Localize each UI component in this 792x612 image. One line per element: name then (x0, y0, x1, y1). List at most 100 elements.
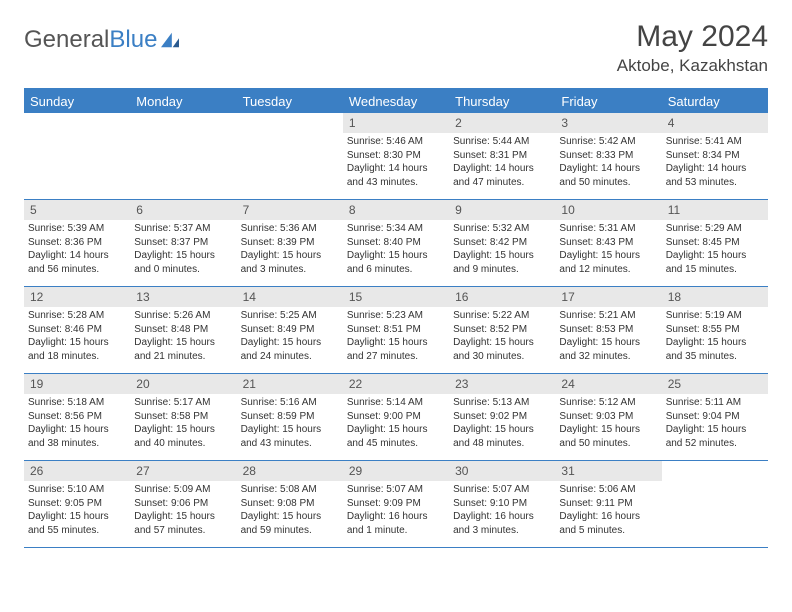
day-number: 1 (343, 113, 449, 133)
day-number: 4 (662, 113, 768, 133)
day-cell: 8Sunrise: 5:34 AMSunset: 8:40 PMDaylight… (343, 200, 449, 286)
sunset-text: Sunset: 8:33 PM (559, 149, 657, 163)
daylight-text: Daylight: 15 hours and 27 minutes. (347, 336, 445, 363)
daylight-text: Daylight: 15 hours and 52 minutes. (666, 423, 764, 450)
sunrise-text: Sunrise: 5:06 AM (559, 483, 657, 497)
daylight-text: Daylight: 15 hours and 0 minutes. (134, 249, 232, 276)
day-cell: 6Sunrise: 5:37 AMSunset: 8:37 PMDaylight… (130, 200, 236, 286)
day-body: Sunrise: 5:07 AMSunset: 9:10 PMDaylight:… (449, 483, 555, 541)
day-number: 26 (24, 461, 130, 481)
sunrise-text: Sunrise: 5:25 AM (241, 309, 339, 323)
day-cell: 10Sunrise: 5:31 AMSunset: 8:43 PMDayligh… (555, 200, 661, 286)
sunrise-text: Sunrise: 5:12 AM (559, 396, 657, 410)
day-cell: 13Sunrise: 5:26 AMSunset: 8:48 PMDayligh… (130, 287, 236, 373)
day-cell: 15Sunrise: 5:23 AMSunset: 8:51 PMDayligh… (343, 287, 449, 373)
sunrise-text: Sunrise: 5:21 AM (559, 309, 657, 323)
day-body: Sunrise: 5:42 AMSunset: 8:33 PMDaylight:… (555, 135, 661, 193)
sunrise-text: Sunrise: 5:23 AM (347, 309, 445, 323)
sunset-text: Sunset: 9:11 PM (559, 497, 657, 511)
day-number: 31 (555, 461, 661, 481)
weekday-header: Sunday (24, 90, 130, 113)
day-number: 23 (449, 374, 555, 394)
day-cell: 22Sunrise: 5:14 AMSunset: 9:00 PMDayligh… (343, 374, 449, 460)
daylight-text: Daylight: 15 hours and 48 minutes. (453, 423, 551, 450)
sunrise-text: Sunrise: 5:26 AM (134, 309, 232, 323)
sunset-text: Sunset: 8:31 PM (453, 149, 551, 163)
day-cell: 9Sunrise: 5:32 AMSunset: 8:42 PMDaylight… (449, 200, 555, 286)
sunrise-text: Sunrise: 5:07 AM (453, 483, 551, 497)
weekday-header: Saturday (662, 90, 768, 113)
day-number: 21 (237, 374, 343, 394)
daylight-text: Daylight: 15 hours and 57 minutes. (134, 510, 232, 537)
day-body: Sunrise: 5:44 AMSunset: 8:31 PMDaylight:… (449, 135, 555, 193)
sunset-text: Sunset: 8:42 PM (453, 236, 551, 250)
weekday-header: Monday (130, 90, 236, 113)
daylight-text: Daylight: 15 hours and 35 minutes. (666, 336, 764, 363)
weekday-row: SundayMondayTuesdayWednesdayThursdayFrid… (24, 90, 768, 113)
day-number: 25 (662, 374, 768, 394)
day-cell: 16Sunrise: 5:22 AMSunset: 8:52 PMDayligh… (449, 287, 555, 373)
sunrise-text: Sunrise: 5:34 AM (347, 222, 445, 236)
sunrise-text: Sunrise: 5:22 AM (453, 309, 551, 323)
daylight-text: Daylight: 14 hours and 53 minutes. (666, 162, 764, 189)
day-body: Sunrise: 5:29 AMSunset: 8:45 PMDaylight:… (662, 222, 768, 280)
day-number: 18 (662, 287, 768, 307)
week-row: 26Sunrise: 5:10 AMSunset: 9:05 PMDayligh… (24, 461, 768, 548)
weekday-header: Tuesday (237, 90, 343, 113)
sunset-text: Sunset: 8:40 PM (347, 236, 445, 250)
day-body: Sunrise: 5:21 AMSunset: 8:53 PMDaylight:… (555, 309, 661, 367)
day-number: 6 (130, 200, 236, 220)
daylight-text: Daylight: 15 hours and 21 minutes. (134, 336, 232, 363)
daylight-text: Daylight: 15 hours and 43 minutes. (241, 423, 339, 450)
day-body: Sunrise: 5:37 AMSunset: 8:37 PMDaylight:… (130, 222, 236, 280)
day-number: 30 (449, 461, 555, 481)
day-body: Sunrise: 5:16 AMSunset: 8:59 PMDaylight:… (237, 396, 343, 454)
logo-text-blue: Blue (109, 26, 157, 53)
sunrise-text: Sunrise: 5:46 AM (347, 135, 445, 149)
weekday-header: Wednesday (343, 90, 449, 113)
day-cell: 21Sunrise: 5:16 AMSunset: 8:59 PMDayligh… (237, 374, 343, 460)
day-cell: 30Sunrise: 5:07 AMSunset: 9:10 PMDayligh… (449, 461, 555, 547)
day-cell: 1Sunrise: 5:46 AMSunset: 8:30 PMDaylight… (343, 113, 449, 199)
day-body: Sunrise: 5:25 AMSunset: 8:49 PMDaylight:… (237, 309, 343, 367)
sunset-text: Sunset: 8:43 PM (559, 236, 657, 250)
day-number: 9 (449, 200, 555, 220)
sunrise-text: Sunrise: 5:39 AM (28, 222, 126, 236)
day-cell: 28Sunrise: 5:08 AMSunset: 9:08 PMDayligh… (237, 461, 343, 547)
sunrise-text: Sunrise: 5:17 AM (134, 396, 232, 410)
day-body: Sunrise: 5:39 AMSunset: 8:36 PMDaylight:… (24, 222, 130, 280)
day-number: 12 (24, 287, 130, 307)
day-body: Sunrise: 5:28 AMSunset: 8:46 PMDaylight:… (24, 309, 130, 367)
day-cell: 20Sunrise: 5:17 AMSunset: 8:58 PMDayligh… (130, 374, 236, 460)
day-number: 16 (449, 287, 555, 307)
sunrise-text: Sunrise: 5:28 AM (28, 309, 126, 323)
day-number: 13 (130, 287, 236, 307)
sunrise-text: Sunrise: 5:32 AM (453, 222, 551, 236)
logo-text: GeneralBlue (24, 26, 157, 54)
sunrise-text: Sunrise: 5:09 AM (134, 483, 232, 497)
day-body: Sunrise: 5:06 AMSunset: 9:11 PMDaylight:… (555, 483, 661, 541)
logo-text-general: General (24, 26, 109, 53)
daylight-text: Daylight: 15 hours and 24 minutes. (241, 336, 339, 363)
day-cell: 24Sunrise: 5:12 AMSunset: 9:03 PMDayligh… (555, 374, 661, 460)
header: GeneralBlue May 2024 Aktobe, Kazakhstan (24, 20, 768, 76)
day-cell: 3Sunrise: 5:42 AMSunset: 8:33 PMDaylight… (555, 113, 661, 199)
sunset-text: Sunset: 8:51 PM (347, 323, 445, 337)
sunrise-text: Sunrise: 5:36 AM (241, 222, 339, 236)
daylight-text: Daylight: 15 hours and 59 minutes. (241, 510, 339, 537)
daylight-text: Daylight: 16 hours and 3 minutes. (453, 510, 551, 537)
sunset-text: Sunset: 8:48 PM (134, 323, 232, 337)
day-body: Sunrise: 5:26 AMSunset: 8:48 PMDaylight:… (130, 309, 236, 367)
sunset-text: Sunset: 9:10 PM (453, 497, 551, 511)
sunset-text: Sunset: 8:46 PM (28, 323, 126, 337)
day-cell (237, 113, 343, 199)
sunset-text: Sunset: 8:59 PM (241, 410, 339, 424)
daylight-text: Daylight: 15 hours and 50 minutes. (559, 423, 657, 450)
day-body: Sunrise: 5:41 AMSunset: 8:34 PMDaylight:… (662, 135, 768, 193)
daylight-text: Daylight: 14 hours and 50 minutes. (559, 162, 657, 189)
day-number: 7 (237, 200, 343, 220)
sunset-text: Sunset: 8:45 PM (666, 236, 764, 250)
day-body: Sunrise: 5:11 AMSunset: 9:04 PMDaylight:… (662, 396, 768, 454)
daylight-text: Daylight: 15 hours and 55 minutes. (28, 510, 126, 537)
sunrise-text: Sunrise: 5:31 AM (559, 222, 657, 236)
